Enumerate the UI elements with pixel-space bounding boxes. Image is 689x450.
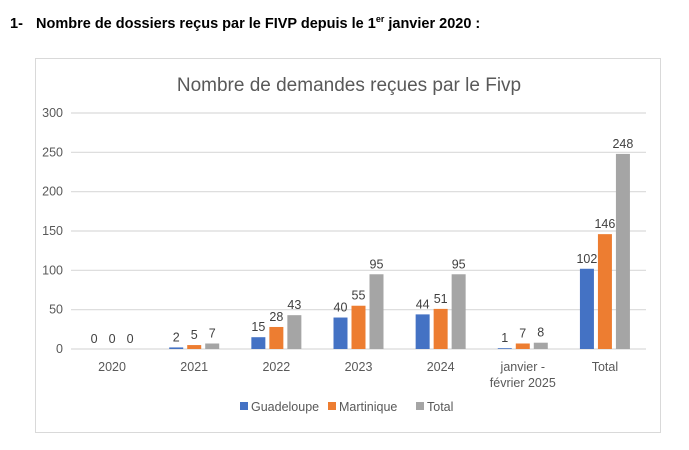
legend-swatch-martinique	[328, 402, 336, 410]
bar-martinique	[597, 234, 612, 349]
data-label: 7	[519, 326, 526, 340]
data-label: 102	[576, 252, 597, 266]
data-label: 55	[352, 289, 366, 303]
data-label: 0	[91, 332, 98, 346]
x-tick-label: 2022	[262, 360, 290, 374]
heading-text-end: janvier 2020 :	[384, 16, 481, 32]
bar-martinique	[187, 345, 202, 349]
bar-total	[369, 274, 384, 349]
data-label: 1	[501, 331, 508, 345]
data-label: 43	[287, 298, 301, 312]
bar-guadeloupe	[333, 317, 348, 349]
y-tick-label: 200	[42, 185, 63, 199]
y-tick-label: 150	[42, 224, 63, 238]
legend-swatch-total	[416, 402, 424, 410]
x-tick-label: 2024	[427, 360, 455, 374]
legend-swatch-guadeloupe	[240, 402, 248, 410]
data-label: 2	[173, 330, 180, 344]
data-label: 0	[127, 332, 134, 346]
bar-guadeloupe	[169, 347, 184, 349]
y-tick-label: 100	[42, 263, 63, 277]
bar-total	[205, 343, 220, 349]
bar-guadeloupe	[497, 348, 512, 349]
bar-total	[533, 342, 548, 349]
data-label: 5	[191, 328, 198, 342]
data-label: 40	[334, 301, 348, 315]
bar-total	[615, 153, 630, 349]
bar-guadeloupe	[251, 337, 266, 349]
data-label: 7	[209, 326, 216, 340]
bar-martinique	[269, 326, 284, 349]
bar-martinique	[515, 343, 530, 349]
legend-label: Guadeloupe	[251, 400, 319, 414]
bar-chart: Nombre de demandes reçues par le Fivp 0 5…	[42, 75, 646, 414]
x-tick-label: janvier -	[500, 360, 545, 374]
bar-martinique	[433, 308, 448, 349]
x-tick-label: 2020	[98, 360, 126, 374]
x-tick-label: février 2025	[490, 376, 556, 390]
chart-container: Nombre de demandes reçues par le Fivp 0 5…	[35, 58, 661, 433]
bar-guadeloupe	[579, 268, 594, 349]
bar-martinique	[351, 305, 366, 349]
data-label: 15	[251, 320, 265, 334]
legend-label: Martinique	[339, 400, 397, 414]
data-label: 146	[594, 217, 615, 231]
x-tick-label: 2023	[345, 360, 373, 374]
x-tick-label: Total	[592, 360, 618, 374]
section-heading: 1- Nombre de dossiers reçus par le FIVP d…	[10, 14, 480, 32]
bar-total	[451, 274, 466, 349]
bar-total	[287, 315, 302, 349]
data-label: 248	[612, 137, 633, 151]
data-label: 95	[370, 257, 384, 271]
bar-guadeloupe	[415, 314, 430, 349]
y-tick-label: 0	[56, 342, 63, 356]
y-tick-label: 300	[42, 106, 63, 120]
chart-title: Nombre de demandes reçues par le Fivp	[177, 75, 521, 96]
section-number: 1-	[10, 16, 23, 32]
data-label: 95	[452, 257, 466, 271]
data-label: 0	[109, 332, 116, 346]
data-label: 28	[269, 310, 283, 324]
data-label: 8	[537, 326, 544, 340]
y-tick-label: 50	[49, 303, 63, 317]
y-tick-label: 250	[42, 145, 63, 159]
legend-label: Total	[427, 400, 453, 414]
heading-text: Nombre de dossiers reçus par le FIVP dep…	[36, 16, 376, 32]
data-label: 44	[416, 297, 430, 311]
x-tick-label: 2021	[180, 360, 208, 374]
heading-superscript: er	[375, 14, 385, 24]
data-label: 51	[434, 292, 448, 306]
